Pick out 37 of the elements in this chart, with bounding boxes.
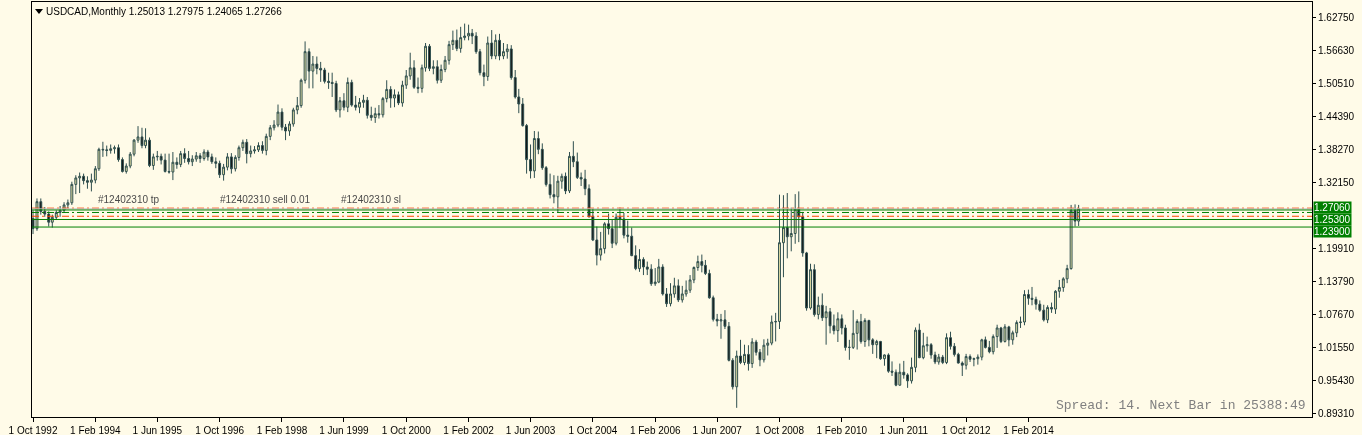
x-tick-label: 1 Feb 2002 [443, 425, 495, 435]
x-tick-label: 1 Oct 1996 [195, 425, 245, 435]
y-tick-label: 1.62750 [1318, 11, 1355, 23]
y-tick-label: 1.01550 [1318, 342, 1355, 354]
y-tick-label: 1.44390 [1318, 110, 1355, 122]
ref-line-label: #12402310 sl [341, 194, 402, 205]
y-tick-label: 1.38270 [1318, 143, 1355, 155]
x-tick-label: 1 Jun 2007 [692, 425, 743, 435]
x-tick-label: 1 Oct 1992 [8, 425, 58, 435]
y-tick-label: 0.95430 [1318, 375, 1355, 387]
x-tick-label: 1 Feb 2006 [629, 425, 681, 435]
y-tick-label: 1.56630 [1318, 44, 1355, 56]
x-tick-label: 1 Oct 2012 [941, 425, 991, 435]
x-tick-label: 1 Oct 2000 [381, 425, 432, 435]
ref-line-label: #12402310 sell 0.01 [220, 194, 311, 205]
x-tick-label: 1 Jun 1999 [319, 425, 370, 435]
y-tick-label: 1.32150 [1318, 177, 1355, 189]
y-tick-label: 1.07670 [1318, 309, 1355, 321]
chart-title: USDCAD,Monthly 1.25013 1.27975 1.24065 1.27266 [46, 5, 283, 17]
annotation: Spread: 14. Next Bar in 25388:49 [1056, 398, 1306, 413]
y-tick-label: 0.89310 [1318, 408, 1355, 420]
x-tick-label: 1 Feb 2010 [816, 425, 868, 435]
y-tick-label: 1.50510 [1318, 77, 1355, 89]
x-tick-label: 1 Feb 2014 [1003, 425, 1055, 435]
ref-line-label: #12402310 tp [98, 194, 160, 205]
x-tick-label: 1 Oct 2008 [755, 425, 805, 435]
y-tick-label: 1.13790 [1318, 276, 1355, 288]
x-tick-label: 1 Jun 2003 [505, 425, 556, 435]
x-tick-label: 1 Feb 1994 [70, 425, 122, 435]
ref-line-label: 1.23900 [1314, 226, 1351, 237]
ref-line-label: 1.25300 [1314, 214, 1351, 225]
y-tick-label: 1.19910 [1318, 243, 1355, 255]
x-tick-label: 1 Jun 2011 [879, 425, 929, 435]
x-tick-label: 1 Feb 1998 [256, 425, 308, 435]
ref-line-label: 1.27060 [1314, 202, 1351, 213]
x-tick-label: 1 Jun 1995 [132, 425, 183, 435]
x-tick-label: 1 Oct 2004 [568, 425, 618, 435]
